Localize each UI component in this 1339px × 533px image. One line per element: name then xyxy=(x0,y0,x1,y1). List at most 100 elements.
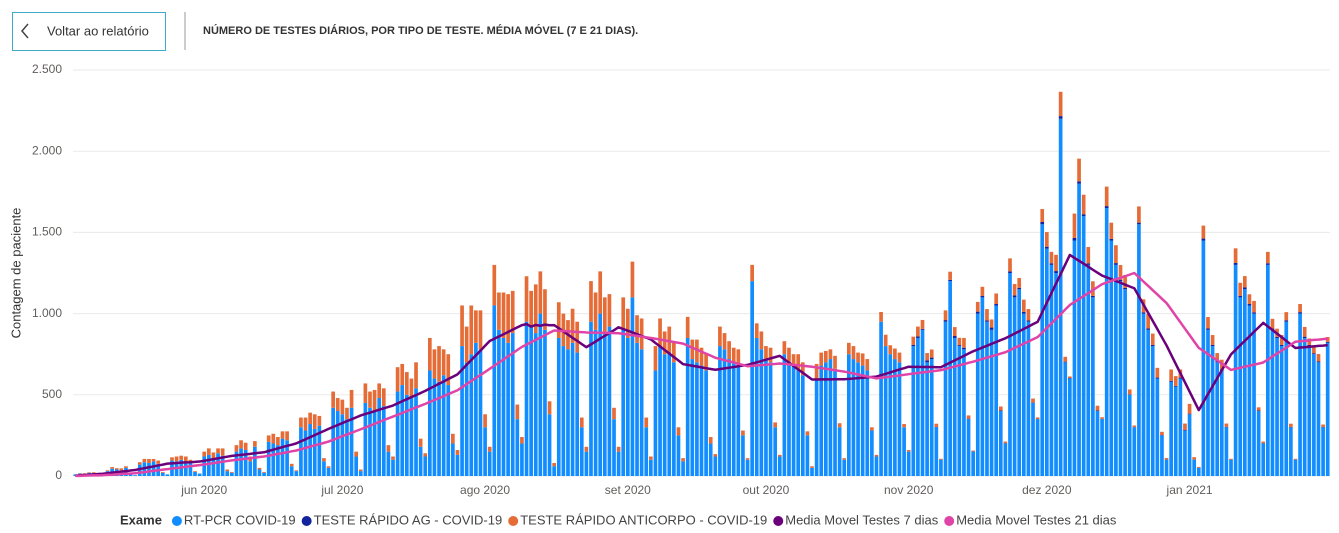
bar xyxy=(888,345,893,355)
bar xyxy=(418,446,423,476)
bar xyxy=(202,456,207,476)
bar xyxy=(607,294,612,327)
line-series xyxy=(75,253,1328,477)
bar xyxy=(699,347,704,366)
bar xyxy=(989,327,994,330)
bar xyxy=(1021,311,1026,314)
bar xyxy=(1261,441,1266,444)
bar xyxy=(487,451,492,476)
bar xyxy=(1279,344,1284,347)
bar xyxy=(520,443,524,476)
bar xyxy=(404,394,409,476)
bar xyxy=(639,349,644,476)
bar xyxy=(137,462,142,465)
bar xyxy=(395,391,400,476)
bar xyxy=(962,337,966,348)
bar xyxy=(837,423,842,428)
bar xyxy=(303,417,308,431)
bar xyxy=(1192,459,1197,476)
bar xyxy=(893,359,897,476)
bar xyxy=(1279,346,1284,476)
bar xyxy=(754,323,759,338)
bar xyxy=(925,360,929,363)
bar xyxy=(1160,431,1164,436)
bar xyxy=(722,333,727,350)
bar xyxy=(299,417,303,428)
bar xyxy=(1312,345,1316,354)
bar xyxy=(1302,337,1307,476)
bar xyxy=(1210,344,1215,347)
bar xyxy=(612,407,616,420)
bar xyxy=(1169,369,1173,381)
bar xyxy=(1215,353,1220,362)
bar xyxy=(667,352,672,476)
bar xyxy=(846,354,851,476)
bar xyxy=(1008,271,1012,273)
bar xyxy=(349,407,354,476)
bar xyxy=(971,451,976,476)
y-tick-label: 2.000 xyxy=(32,143,62,157)
bar xyxy=(957,337,962,346)
bar xyxy=(649,459,653,476)
back-button[interactable] xyxy=(12,12,166,51)
bar xyxy=(589,281,593,322)
bar xyxy=(1072,240,1077,476)
bar xyxy=(676,427,681,436)
bar xyxy=(1150,344,1155,347)
bar xyxy=(602,297,607,334)
bar xyxy=(980,295,985,298)
bar xyxy=(174,456,179,462)
bar xyxy=(1233,264,1238,476)
bar xyxy=(1012,297,1017,476)
bar xyxy=(510,290,515,334)
bar xyxy=(1077,158,1081,182)
bar xyxy=(708,443,713,476)
bar xyxy=(1252,312,1256,314)
bar xyxy=(1095,405,1100,411)
back-button-label[interactable]: Voltar ao relatório xyxy=(47,23,149,38)
bar xyxy=(483,427,487,476)
bar xyxy=(1114,264,1118,476)
bar xyxy=(188,463,193,476)
bar xyxy=(1206,328,1210,330)
bar xyxy=(658,318,662,347)
bar xyxy=(501,292,506,338)
bar xyxy=(745,458,750,460)
bar xyxy=(1321,427,1325,476)
bar xyxy=(216,448,220,454)
bar xyxy=(989,319,994,328)
bar xyxy=(211,452,216,459)
bar xyxy=(704,354,708,371)
bar xyxy=(1224,427,1229,476)
bar xyxy=(358,469,363,472)
bar xyxy=(695,362,699,476)
bar xyxy=(377,383,382,399)
bar xyxy=(764,346,768,360)
bar xyxy=(451,433,455,444)
bar xyxy=(612,419,616,476)
bar xyxy=(731,362,736,476)
bar xyxy=(1224,423,1229,427)
bar xyxy=(276,445,280,476)
bar xyxy=(1238,295,1243,298)
bar xyxy=(718,326,722,347)
bar xyxy=(1284,321,1289,476)
bar xyxy=(579,417,584,428)
bar xyxy=(846,342,851,355)
bar xyxy=(681,458,685,462)
bar xyxy=(1247,294,1252,305)
bar xyxy=(625,337,630,476)
legend-label: RT-PCR COVID-19 xyxy=(184,512,296,527)
bar xyxy=(520,437,524,444)
bar xyxy=(1137,224,1141,476)
y-axis-title: Contagem de paciente xyxy=(8,208,23,339)
bar xyxy=(340,414,345,476)
bar xyxy=(948,279,952,282)
bar xyxy=(607,326,612,476)
bar xyxy=(1252,313,1256,476)
bar xyxy=(1031,402,1035,476)
bar xyxy=(1201,238,1206,241)
bar xyxy=(787,362,791,476)
bar xyxy=(920,328,925,330)
bar xyxy=(1279,335,1284,345)
